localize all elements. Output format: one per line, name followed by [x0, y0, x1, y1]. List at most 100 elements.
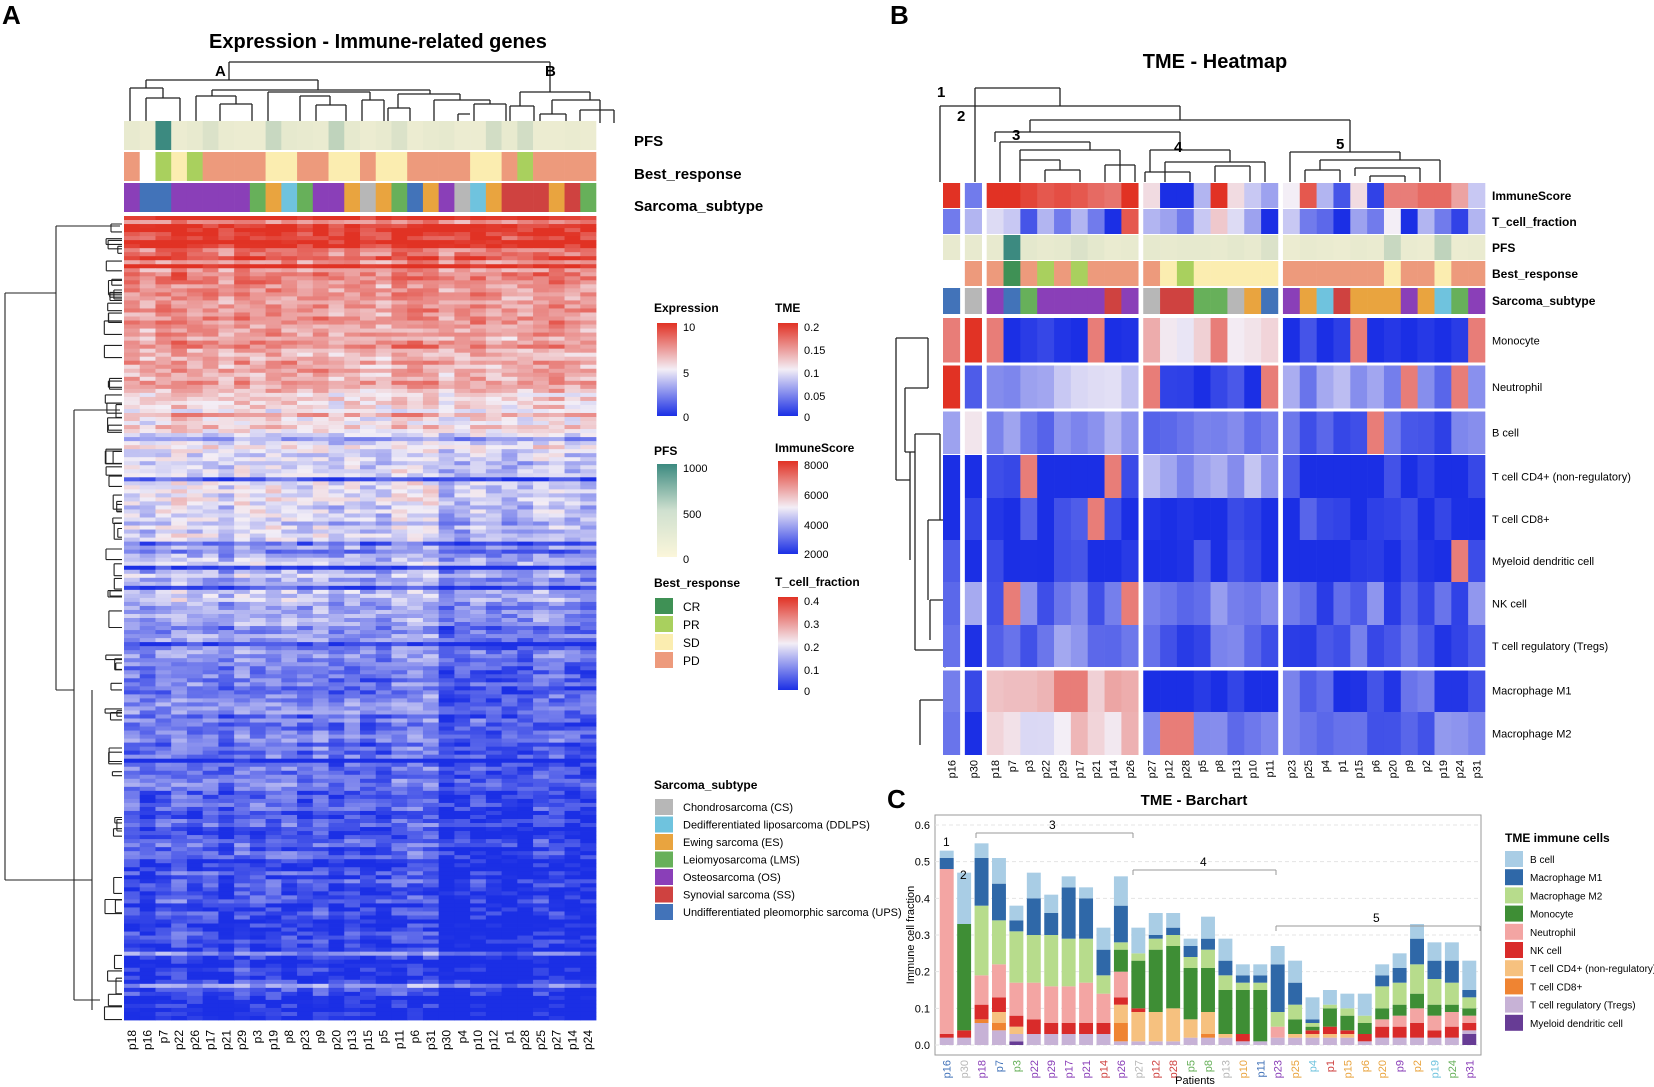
- a-heat-cell: [234, 782, 251, 788]
- a-heat-cell: [360, 501, 377, 506]
- a-heat-cell: [297, 686, 314, 691]
- a-heat-cell: [139, 650, 156, 655]
- a-heat-cell: [249, 778, 266, 784]
- a-heat-cell: [186, 835, 204, 840]
- a-heat-cell: [501, 593, 518, 599]
- a-heat-cell: [375, 774, 392, 780]
- a-heat-cell: [249, 529, 266, 534]
- a-heat-cell: [297, 694, 314, 699]
- a-heat-cell: [297, 493, 314, 498]
- a-heat-cell: [438, 417, 455, 422]
- a-heat-cell: [391, 537, 408, 543]
- a-heat-cell: [218, 553, 235, 559]
- a-heat-cell: [375, 762, 392, 768]
- a-heat-cell: [202, 674, 219, 679]
- a-heat-cell: [438, 372, 455, 378]
- a-heat-cell: [218, 264, 235, 269]
- a-heat-cell: [281, 433, 298, 438]
- a-heat-cell: [124, 605, 141, 611]
- a-heat-cell: [202, 553, 219, 559]
- a-heat-cell: [265, 473, 282, 478]
- a-heat-cell: [407, 352, 424, 358]
- a-heat-cell: [580, 461, 597, 466]
- a-heat-cell: [517, 718, 534, 723]
- a-heat-cell: [234, 513, 251, 518]
- a-heat-cell: [328, 501, 345, 506]
- a-heat-cell: [124, 658, 141, 663]
- a-heat-cell: [139, 256, 156, 261]
- a-heat-cell: [249, 344, 266, 350]
- a-heat-cell: [501, 814, 518, 820]
- a-heat-cell: [124, 786, 141, 792]
- a-heat-cell: [548, 292, 565, 297]
- a-heat-cell: [548, 585, 565, 591]
- a-heat-cell: [454, 256, 471, 261]
- a-heat-cell: [564, 312, 581, 317]
- a-heat-cell: [171, 650, 188, 655]
- a-heat-cell: [186, 561, 204, 567]
- a-heat-cell: [580, 392, 597, 398]
- a-heat-cell: [265, 859, 282, 864]
- a-heat-cell: [391, 332, 408, 337]
- a-heat-cell: [407, 798, 424, 804]
- a-heat-cell: [533, 738, 550, 744]
- a-heat-cell: [218, 505, 235, 510]
- a-heat-cell: [265, 348, 282, 354]
- a-heat-cell: [454, 638, 471, 643]
- a-heat-cell: [407, 702, 424, 707]
- a-heat-cell: [375, 380, 392, 386]
- a-heat-cell: [312, 505, 329, 510]
- a-heat-cell: [422, 509, 440, 514]
- a-heat-cell: [249, 802, 266, 808]
- a-heat-cell: [360, 565, 377, 571]
- a-heat-cell: [485, 597, 502, 603]
- a-heat-cell: [124, 521, 141, 526]
- a-heat-cell: [391, 650, 408, 655]
- a-heat-cell: [186, 847, 204, 852]
- a-heat-cell: [533, 521, 550, 526]
- a-heat-cell: [470, 232, 487, 237]
- a-heat-cell: [202, 601, 219, 607]
- a-heat-cell: [328, 328, 345, 333]
- a-heat-cell: [328, 276, 345, 281]
- a-heat-cell: [344, 698, 361, 703]
- a-heat-cell: [375, 545, 392, 551]
- a-heat-cell: [265, 839, 282, 844]
- a-heat-cell: [407, 533, 424, 538]
- a-heat-cell: [281, 674, 298, 679]
- a-heat-cell: [139, 730, 156, 735]
- a-heat-cell: [375, 593, 392, 599]
- a-heat-cell: [564, 674, 581, 679]
- a-heat-cell: [548, 336, 565, 342]
- a-heat-cell: [501, 734, 518, 739]
- a-heat-cell: [202, 863, 219, 868]
- a-heat-cell: [202, 798, 219, 804]
- a-heat-cell: [438, 734, 455, 739]
- a-heat-cell: [124, 525, 141, 530]
- a-heat-cell: [297, 642, 314, 647]
- a-heat-cell: [312, 718, 329, 723]
- a-heat-cell: [391, 754, 408, 760]
- a-heat-cell: [564, 453, 581, 458]
- a-heat-cell: [454, 304, 471, 309]
- a-heat-cell: [328, 316, 345, 321]
- a-heat-cell: [564, 497, 581, 502]
- a-heat-cell: [124, 501, 141, 506]
- a-heat-cell: [344, 802, 361, 808]
- a-heat-cell: [202, 232, 219, 237]
- a-heat-cell: [438, 698, 455, 703]
- a-response-cell: [470, 152, 487, 181]
- a-heat-cell: [344, 296, 361, 301]
- a-heat-cell: [485, 252, 502, 257]
- a-heat-cell: [485, 545, 502, 551]
- a-heat-cell: [218, 537, 235, 543]
- a-heat-cell: [407, 589, 424, 595]
- a-heat-cell: [312, 216, 329, 221]
- a-heat-cell: [202, 509, 219, 514]
- a-heat-cell: [281, 819, 298, 824]
- a-heat-cell: [234, 730, 251, 735]
- a-heat-cell: [422, 292, 440, 297]
- a-heat-cell: [186, 855, 204, 860]
- a-heat-cell: [139, 682, 156, 687]
- a-heat-cell: [186, 642, 204, 647]
